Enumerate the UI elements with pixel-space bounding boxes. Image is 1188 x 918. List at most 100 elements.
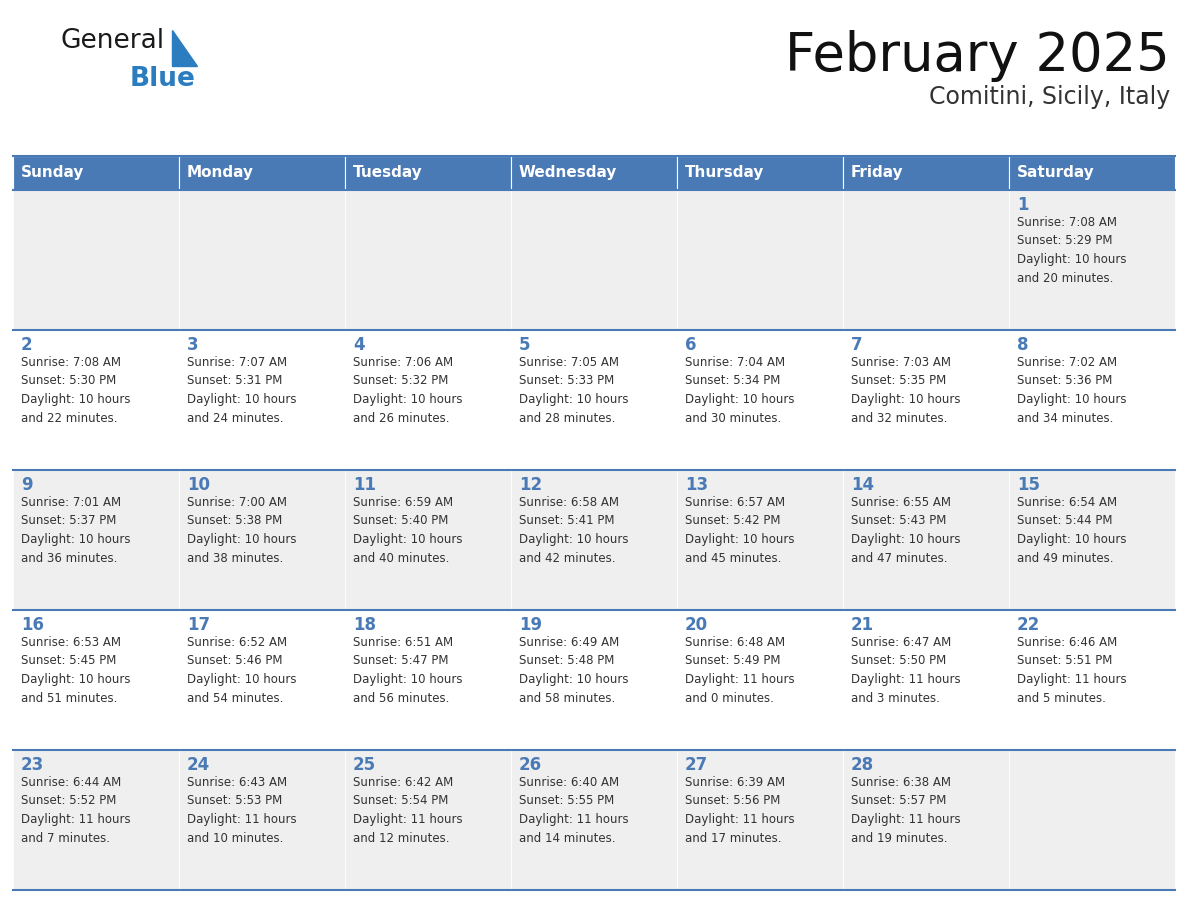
Text: Friday: Friday bbox=[851, 165, 904, 181]
Text: Thursday: Thursday bbox=[685, 165, 764, 181]
Text: Sunrise: 6:38 AM
Sunset: 5:57 PM
Daylight: 11 hours
and 19 minutes.: Sunrise: 6:38 AM Sunset: 5:57 PM Dayligh… bbox=[851, 776, 961, 845]
Bar bbox=[1009, 190, 1175, 330]
Text: 7: 7 bbox=[851, 336, 862, 354]
Text: Sunrise: 6:57 AM
Sunset: 5:42 PM
Daylight: 10 hours
and 45 minutes.: Sunrise: 6:57 AM Sunset: 5:42 PM Dayligh… bbox=[685, 496, 795, 565]
Bar bbox=[677, 750, 843, 890]
Text: February 2025: February 2025 bbox=[785, 30, 1170, 82]
Text: Wednesday: Wednesday bbox=[519, 165, 618, 181]
Text: 24: 24 bbox=[187, 756, 210, 774]
Bar bbox=[1009, 156, 1175, 190]
Text: Sunrise: 6:39 AM
Sunset: 5:56 PM
Daylight: 11 hours
and 17 minutes.: Sunrise: 6:39 AM Sunset: 5:56 PM Dayligh… bbox=[685, 776, 795, 845]
Text: 16: 16 bbox=[21, 616, 44, 634]
Bar bbox=[1009, 470, 1175, 610]
Bar bbox=[843, 190, 1009, 330]
Text: 22: 22 bbox=[1017, 616, 1041, 634]
Bar bbox=[345, 330, 511, 470]
Bar bbox=[677, 330, 843, 470]
Text: Sunrise: 6:52 AM
Sunset: 5:46 PM
Daylight: 10 hours
and 54 minutes.: Sunrise: 6:52 AM Sunset: 5:46 PM Dayligh… bbox=[187, 636, 297, 704]
Bar bbox=[511, 750, 677, 890]
Text: 18: 18 bbox=[353, 616, 375, 634]
Text: 19: 19 bbox=[519, 616, 542, 634]
Bar bbox=[677, 610, 843, 750]
Text: Sunrise: 7:01 AM
Sunset: 5:37 PM
Daylight: 10 hours
and 36 minutes.: Sunrise: 7:01 AM Sunset: 5:37 PM Dayligh… bbox=[21, 496, 131, 565]
Bar bbox=[179, 470, 345, 610]
Bar bbox=[345, 190, 511, 330]
Bar bbox=[843, 470, 1009, 610]
Bar bbox=[13, 330, 179, 470]
Bar bbox=[677, 156, 843, 190]
Text: Sunrise: 6:58 AM
Sunset: 5:41 PM
Daylight: 10 hours
and 42 minutes.: Sunrise: 6:58 AM Sunset: 5:41 PM Dayligh… bbox=[519, 496, 628, 565]
Text: Sunrise: 6:59 AM
Sunset: 5:40 PM
Daylight: 10 hours
and 40 minutes.: Sunrise: 6:59 AM Sunset: 5:40 PM Dayligh… bbox=[353, 496, 462, 565]
Text: 5: 5 bbox=[519, 336, 531, 354]
Bar bbox=[843, 750, 1009, 890]
Text: Sunrise: 6:54 AM
Sunset: 5:44 PM
Daylight: 10 hours
and 49 minutes.: Sunrise: 6:54 AM Sunset: 5:44 PM Dayligh… bbox=[1017, 496, 1126, 565]
Text: Monday: Monday bbox=[187, 165, 254, 181]
Text: 23: 23 bbox=[21, 756, 44, 774]
Text: Comitini, Sicily, Italy: Comitini, Sicily, Italy bbox=[929, 85, 1170, 109]
Bar bbox=[179, 330, 345, 470]
Bar bbox=[13, 750, 179, 890]
Text: 21: 21 bbox=[851, 616, 874, 634]
Text: 12: 12 bbox=[519, 476, 542, 494]
Polygon shape bbox=[172, 30, 197, 66]
Text: 8: 8 bbox=[1017, 336, 1029, 354]
Text: Sunrise: 6:42 AM
Sunset: 5:54 PM
Daylight: 11 hours
and 12 minutes.: Sunrise: 6:42 AM Sunset: 5:54 PM Dayligh… bbox=[353, 776, 462, 845]
Text: Sunrise: 6:47 AM
Sunset: 5:50 PM
Daylight: 11 hours
and 3 minutes.: Sunrise: 6:47 AM Sunset: 5:50 PM Dayligh… bbox=[851, 636, 961, 704]
Bar bbox=[511, 190, 677, 330]
Bar bbox=[179, 610, 345, 750]
Bar bbox=[345, 610, 511, 750]
Text: Sunrise: 6:49 AM
Sunset: 5:48 PM
Daylight: 10 hours
and 58 minutes.: Sunrise: 6:49 AM Sunset: 5:48 PM Dayligh… bbox=[519, 636, 628, 704]
Text: 3: 3 bbox=[187, 336, 198, 354]
Bar bbox=[511, 470, 677, 610]
Text: Sunrise: 7:08 AM
Sunset: 5:29 PM
Daylight: 10 hours
and 20 minutes.: Sunrise: 7:08 AM Sunset: 5:29 PM Dayligh… bbox=[1017, 216, 1126, 285]
Bar bbox=[843, 610, 1009, 750]
Bar bbox=[13, 610, 179, 750]
Text: 28: 28 bbox=[851, 756, 874, 774]
Bar bbox=[677, 190, 843, 330]
Text: 2: 2 bbox=[21, 336, 32, 354]
Text: Sunrise: 7:05 AM
Sunset: 5:33 PM
Daylight: 10 hours
and 28 minutes.: Sunrise: 7:05 AM Sunset: 5:33 PM Dayligh… bbox=[519, 356, 628, 424]
Text: Sunrise: 7:03 AM
Sunset: 5:35 PM
Daylight: 10 hours
and 32 minutes.: Sunrise: 7:03 AM Sunset: 5:35 PM Dayligh… bbox=[851, 356, 961, 424]
Bar bbox=[1009, 750, 1175, 890]
Text: 27: 27 bbox=[685, 756, 708, 774]
Bar bbox=[179, 750, 345, 890]
Bar bbox=[511, 330, 677, 470]
Text: 15: 15 bbox=[1017, 476, 1040, 494]
Text: Sunrise: 6:53 AM
Sunset: 5:45 PM
Daylight: 10 hours
and 51 minutes.: Sunrise: 6:53 AM Sunset: 5:45 PM Dayligh… bbox=[21, 636, 131, 704]
Bar bbox=[345, 470, 511, 610]
Bar bbox=[843, 156, 1009, 190]
Bar bbox=[1009, 610, 1175, 750]
Bar bbox=[13, 470, 179, 610]
Text: Sunrise: 6:43 AM
Sunset: 5:53 PM
Daylight: 11 hours
and 10 minutes.: Sunrise: 6:43 AM Sunset: 5:53 PM Dayligh… bbox=[187, 776, 297, 845]
Text: 26: 26 bbox=[519, 756, 542, 774]
Bar bbox=[13, 190, 179, 330]
Text: Sunrise: 6:55 AM
Sunset: 5:43 PM
Daylight: 10 hours
and 47 minutes.: Sunrise: 6:55 AM Sunset: 5:43 PM Dayligh… bbox=[851, 496, 961, 565]
Bar bbox=[13, 156, 179, 190]
Text: 20: 20 bbox=[685, 616, 708, 634]
Text: Sunrise: 7:06 AM
Sunset: 5:32 PM
Daylight: 10 hours
and 26 minutes.: Sunrise: 7:06 AM Sunset: 5:32 PM Dayligh… bbox=[353, 356, 462, 424]
Text: 13: 13 bbox=[685, 476, 708, 494]
Text: Sunday: Sunday bbox=[21, 165, 84, 181]
Bar bbox=[511, 610, 677, 750]
Text: Saturday: Saturday bbox=[1017, 165, 1095, 181]
Text: Sunrise: 7:08 AM
Sunset: 5:30 PM
Daylight: 10 hours
and 22 minutes.: Sunrise: 7:08 AM Sunset: 5:30 PM Dayligh… bbox=[21, 356, 131, 424]
Text: Sunrise: 7:04 AM
Sunset: 5:34 PM
Daylight: 10 hours
and 30 minutes.: Sunrise: 7:04 AM Sunset: 5:34 PM Dayligh… bbox=[685, 356, 795, 424]
Bar bbox=[677, 470, 843, 610]
Text: 11: 11 bbox=[353, 476, 375, 494]
Bar bbox=[345, 156, 511, 190]
Text: Sunrise: 7:00 AM
Sunset: 5:38 PM
Daylight: 10 hours
and 38 minutes.: Sunrise: 7:00 AM Sunset: 5:38 PM Dayligh… bbox=[187, 496, 297, 565]
Text: 25: 25 bbox=[353, 756, 377, 774]
Text: 14: 14 bbox=[851, 476, 874, 494]
Bar bbox=[1009, 330, 1175, 470]
Text: 4: 4 bbox=[353, 336, 365, 354]
Bar bbox=[345, 750, 511, 890]
Text: General: General bbox=[61, 28, 164, 54]
Text: 1: 1 bbox=[1017, 196, 1029, 214]
Text: Sunrise: 7:02 AM
Sunset: 5:36 PM
Daylight: 10 hours
and 34 minutes.: Sunrise: 7:02 AM Sunset: 5:36 PM Dayligh… bbox=[1017, 356, 1126, 424]
Text: 10: 10 bbox=[187, 476, 210, 494]
Text: Sunrise: 6:51 AM
Sunset: 5:47 PM
Daylight: 10 hours
and 56 minutes.: Sunrise: 6:51 AM Sunset: 5:47 PM Dayligh… bbox=[353, 636, 462, 704]
Bar bbox=[843, 330, 1009, 470]
Bar bbox=[179, 190, 345, 330]
Text: 17: 17 bbox=[187, 616, 210, 634]
Text: Sunrise: 6:40 AM
Sunset: 5:55 PM
Daylight: 11 hours
and 14 minutes.: Sunrise: 6:40 AM Sunset: 5:55 PM Dayligh… bbox=[519, 776, 628, 845]
